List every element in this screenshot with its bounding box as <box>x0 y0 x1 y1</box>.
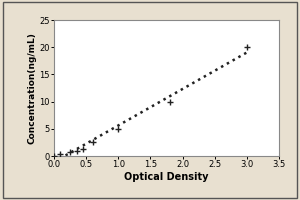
X-axis label: Optical Density: Optical Density <box>124 172 209 182</box>
Y-axis label: Concentration(ng/mL): Concentration(ng/mL) <box>28 32 37 144</box>
